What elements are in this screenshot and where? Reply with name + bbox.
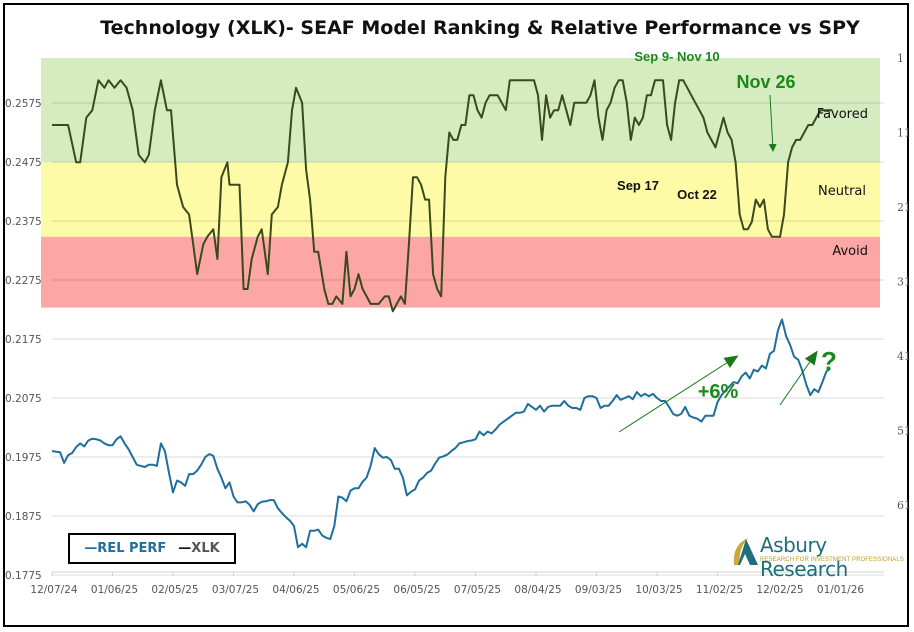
x-axis-tick-label: 02/05/25	[151, 584, 198, 596]
right-axis-tick-label: 1	[897, 52, 904, 65]
zone-band-favored	[41, 58, 880, 163]
arrow-question	[779, 350, 818, 406]
legend-entry-rel-perf: —REL PERF	[84, 541, 167, 556]
left-axis-tick-label: 0.2275	[5, 275, 42, 287]
legend-label-xlk: XLK	[191, 541, 220, 556]
zone-label-favored: Favored	[817, 107, 868, 122]
x-axis-tick-label: 06/05/25	[393, 584, 440, 596]
annotation-sep9-nov10: Sep 9- Nov 10	[634, 49, 719, 64]
zone-band-neutral	[41, 162, 880, 237]
left-axis-tick-label: 0.2075	[5, 393, 42, 405]
x-axis-tick-label: 08/04/25	[514, 584, 561, 596]
series-line-rel-perf	[51, 318, 832, 549]
x-axis-tick-label: 03/07/25	[212, 584, 259, 596]
annotation-sep17: Sep 17	[617, 178, 659, 193]
chart-title: Technology (XLK)- SEAF Model Ranking & R…	[100, 17, 860, 39]
logo-company-name: Asbury Research	[760, 533, 848, 581]
legend: —REL PERF —XLK	[68, 533, 236, 564]
x-axis-tick-label: 11/02/25	[696, 584, 743, 596]
x-axis-tick-label: 10/03/25	[635, 584, 682, 596]
x-axis-tick-label: 12/02/25	[756, 584, 803, 596]
left-axis-tick-label: 0.2475	[5, 157, 42, 169]
zone-band-avoid	[41, 236, 880, 308]
x-axis-tick-label: 09/03/25	[575, 584, 622, 596]
right-axis-tick-label: 41	[897, 350, 911, 363]
left-axis-tick-label: 0.2175	[5, 334, 42, 346]
right-axis-tick-label: 31	[897, 276, 911, 289]
arrow-plus6pct	[618, 355, 739, 433]
x-axis-tick-label: 07/05/25	[454, 584, 501, 596]
right-axis-tick-label: 51	[897, 425, 911, 438]
annotation-nov26: Nov 26	[736, 72, 795, 92]
right-axis-tick-label: 61	[897, 499, 911, 512]
asbury-research-logo: Asbury Research RESEARCH FOR INVESTMENT …	[730, 533, 904, 581]
zone-label-avoid: Avoid	[832, 244, 868, 259]
logo-icon	[733, 538, 758, 565]
right-axis-tick-label: 21	[897, 201, 911, 214]
annotation-question: ?	[821, 346, 837, 376]
arrow-nov26	[768, 94, 777, 152]
legend-label-rel-perf: REL PERF	[97, 541, 167, 556]
left-axis-tick-label: 0.1875	[5, 511, 42, 523]
series-line-xlk	[52, 79, 833, 313]
right-axis-tick-label: 11	[897, 127, 911, 140]
left-axis-tick-label: 0.2575	[5, 98, 42, 110]
annotation-plus6pct: +6%	[698, 381, 739, 403]
x-axis-tick-label: 04/06/25	[272, 584, 319, 596]
x-axis-tick-label: 05/06/25	[333, 584, 380, 596]
legend-entry-xlk: —XLK	[178, 541, 220, 556]
zone-label-neutral: Neutral	[818, 184, 866, 199]
x-axis-tick-label: 12/07/24	[30, 584, 77, 596]
x-axis-tick-label: 01/06/25	[91, 584, 138, 596]
left-axis-tick-label: 0.1975	[5, 452, 42, 464]
left-axis-tick-label: 0.1775	[5, 570, 42, 582]
left-axis-tick-label: 0.2375	[5, 216, 42, 228]
x-axis-tick-label: 01/01/26	[817, 584, 864, 596]
annotation-oct22: Oct 22	[677, 187, 717, 202]
logo-tagline: RESEARCH FOR INVESTMENT PROFESSIONALS	[760, 557, 904, 563]
